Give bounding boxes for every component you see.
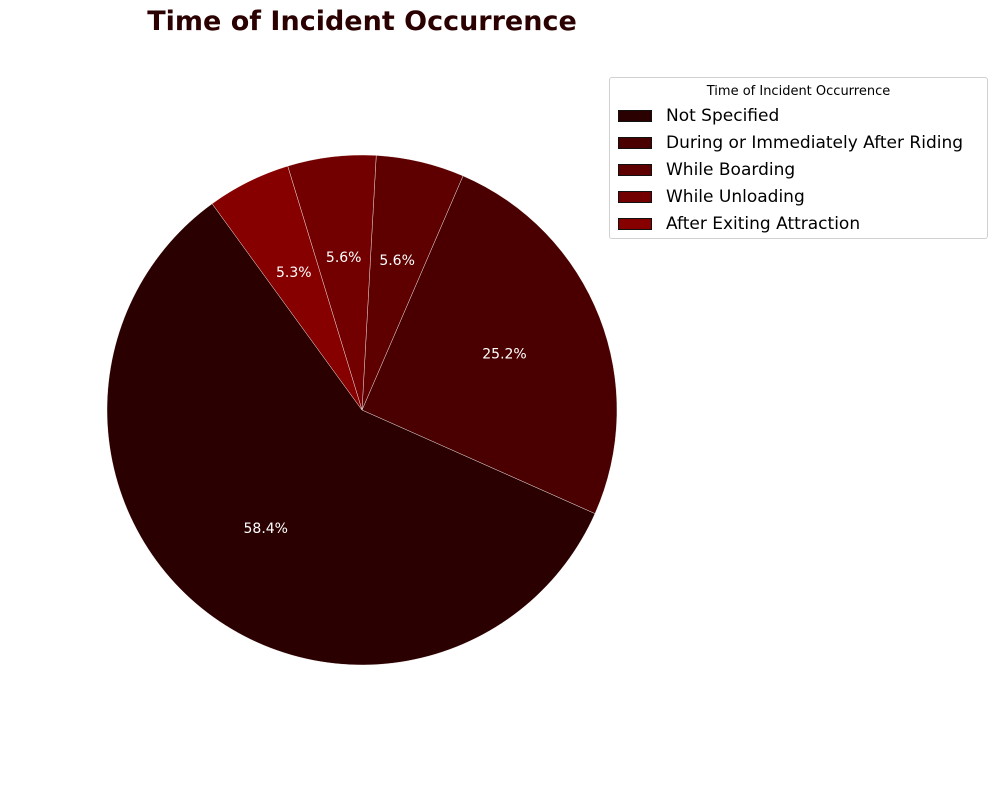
pie-slice-label-4: 5.3% xyxy=(276,265,312,281)
legend-label: While Boarding xyxy=(666,160,796,180)
legend-swatch xyxy=(618,191,652,203)
legend-label: During or Immediately After Riding xyxy=(666,133,964,153)
legend-label: While Unloading xyxy=(666,187,805,207)
legend-title: Time of Incident Occurrence xyxy=(706,84,891,99)
pie-labels: 58.4% 25.2% 5.6% 5.6% 5.3% xyxy=(244,250,527,537)
pie-slice-label-3: 5.6% xyxy=(326,250,362,266)
legend-label: After Exiting Attraction xyxy=(666,214,861,234)
legend-item-3: While Unloading xyxy=(618,186,805,208)
legend-item-4: After Exiting Attraction xyxy=(618,213,860,235)
legend-swatch xyxy=(618,218,652,230)
legend-swatch xyxy=(618,137,652,149)
pie-slice-1 xyxy=(361,175,618,514)
pie-slice-label-1: 25.2% xyxy=(482,346,526,362)
legend-item-2: While Boarding xyxy=(618,159,795,181)
pie-slices xyxy=(106,154,618,666)
legend-swatch xyxy=(618,110,652,122)
pie-slice-4 xyxy=(211,165,363,411)
legend: Time of Incident Occurrence Not Specifie… xyxy=(609,77,988,239)
chart-title: Time of Incident Occurrence xyxy=(147,6,577,37)
pie-slice-label-2: 5.6% xyxy=(379,253,415,269)
legend-label: Not Specified xyxy=(666,106,780,126)
legend-item-0: Not Specified xyxy=(618,105,779,127)
legend-swatch xyxy=(618,164,652,176)
pie-slice-0 xyxy=(106,203,596,666)
legend-item-1: During or Immediately After Riding xyxy=(618,132,963,154)
pie-slice-label-0: 58.4% xyxy=(244,521,288,537)
